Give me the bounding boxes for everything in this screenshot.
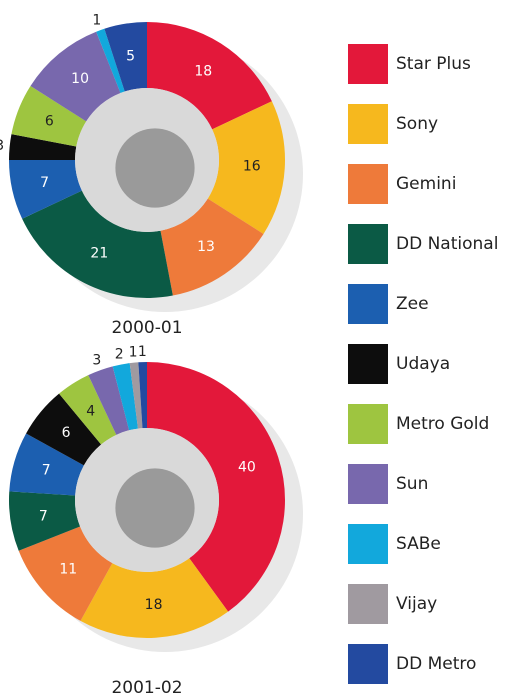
legend-swatch [348,584,388,624]
legend-swatch [348,224,388,264]
slice-label: 7 [39,508,48,524]
slice-label: 11 [59,561,77,577]
legend-swatch [348,44,388,84]
slice-label: 13 [197,239,215,255]
slice-label: 10 [71,71,89,87]
legend-label: Metro Gold [396,414,489,434]
slice-label: 5 [126,48,135,64]
legend-swatch [348,164,388,204]
slice-label: 1 [92,13,101,29]
legend-label: Udaya [396,354,450,374]
slice-label: 3 [0,138,4,154]
legend-label: Zee [396,294,429,314]
photo-inner [115,128,194,207]
legend-swatch [348,644,388,684]
legend-label: Sony [396,114,438,134]
slice-label: 18 [145,597,163,613]
legend-swatch [348,344,388,384]
slice-label: 6 [62,425,71,441]
slice-label: 2 [115,347,124,363]
slice-label: 1 [138,344,147,360]
legend-swatch [348,284,388,324]
chart-title: 2001-02 [111,678,182,698]
legend-swatch [348,524,388,564]
slice-label: 4 [86,403,95,419]
slice-label: 16 [243,159,261,175]
legend-swatch [348,464,388,504]
legend-swatch [348,104,388,144]
slice-label: 1 [129,345,138,361]
legend-label: SABe [396,534,441,554]
slice-label: 18 [194,63,212,79]
legend-label: Vijay [396,594,437,614]
slice-label: 7 [42,463,51,479]
legend-label: DD Metro [396,654,476,674]
slice-label: 40 [238,460,256,476]
slice-label: 6 [45,113,54,129]
legend-swatch [348,404,388,444]
legend-label: Star Plus [396,54,471,74]
photo-inner [115,468,194,547]
legend-label: Gemini [396,174,456,194]
slice-label: 21 [90,246,108,262]
legend-label: Sun [396,474,428,494]
slice-label: 7 [40,175,49,191]
chart-title: 2000-01 [111,318,182,338]
slice-label: 3 [92,353,101,369]
legend-label: DD National [396,234,498,254]
chart: 1816132173610152000-01401811776432112001… [0,0,524,699]
